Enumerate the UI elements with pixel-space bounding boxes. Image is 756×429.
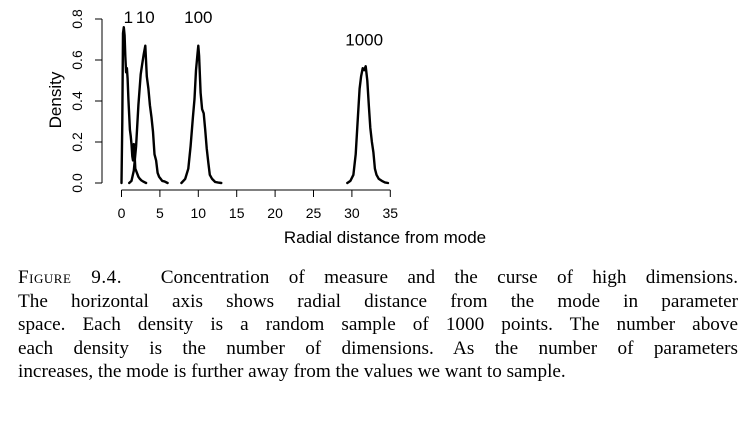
x-tick-label: 20 bbox=[267, 205, 283, 221]
x-tick-label: 10 bbox=[191, 205, 207, 221]
x-tick-label: 30 bbox=[344, 205, 360, 221]
y-tick-label: 0.6 bbox=[69, 50, 85, 70]
density-curve-100 bbox=[180, 44, 223, 185]
caption-line: Figure 9.4. Concentration of measure and… bbox=[18, 267, 738, 288]
chart-series bbox=[120, 26, 390, 185]
caption-line: each density is the number of dimensions… bbox=[18, 337, 738, 359]
caption-line: The horizontal axis shows radial distanc… bbox=[18, 290, 738, 312]
caption-line: increases, the mode is further away from… bbox=[18, 361, 566, 382]
y-tick-label: 0.0 bbox=[69, 173, 85, 193]
y-tick-label: 0.4 bbox=[69, 91, 85, 111]
x-tick-label: 5 bbox=[156, 205, 164, 221]
figure-label: Figure 9.4. bbox=[18, 267, 123, 288]
y-tick-label: 0.2 bbox=[69, 132, 85, 152]
x-axis-label: Radial distance from mode bbox=[284, 228, 486, 247]
density-curve-10 bbox=[127, 44, 169, 185]
chart-annotations: 1 10 100 1000 bbox=[124, 8, 383, 50]
chart-axes: 0 5 10 15 20 25 30 35 0.0 0.2 0.4 0.6 0.8 bbox=[69, 9, 398, 221]
y-axis-label: Density bbox=[46, 71, 65, 128]
x-tick-label: 25 bbox=[306, 205, 322, 221]
density-chart: 0 5 10 15 20 25 30 350.00.20.40.60.8 1 10 1001000… bbox=[46, 8, 486, 247]
x-tick-label: 15 bbox=[229, 205, 245, 221]
figure-caption: Figure 9.4. Concentration of measure and… bbox=[18, 266, 738, 384]
x-tick-label: 35 bbox=[383, 205, 399, 221]
dimension-label: 100 bbox=[184, 8, 212, 27]
caption-line: space. Each density is a random sample o… bbox=[18, 314, 738, 335]
x-tick-label: 0 bbox=[118, 205, 126, 221]
y-tick-label: 0.8 bbox=[69, 9, 85, 29]
dimension-label: 10 bbox=[136, 8, 155, 27]
density-curve-1000 bbox=[346, 65, 390, 185]
density-curve-1 bbox=[120, 26, 148, 185]
dimension-label: 1000 bbox=[345, 31, 383, 50]
dimension-label: 1 bbox=[124, 8, 133, 27]
